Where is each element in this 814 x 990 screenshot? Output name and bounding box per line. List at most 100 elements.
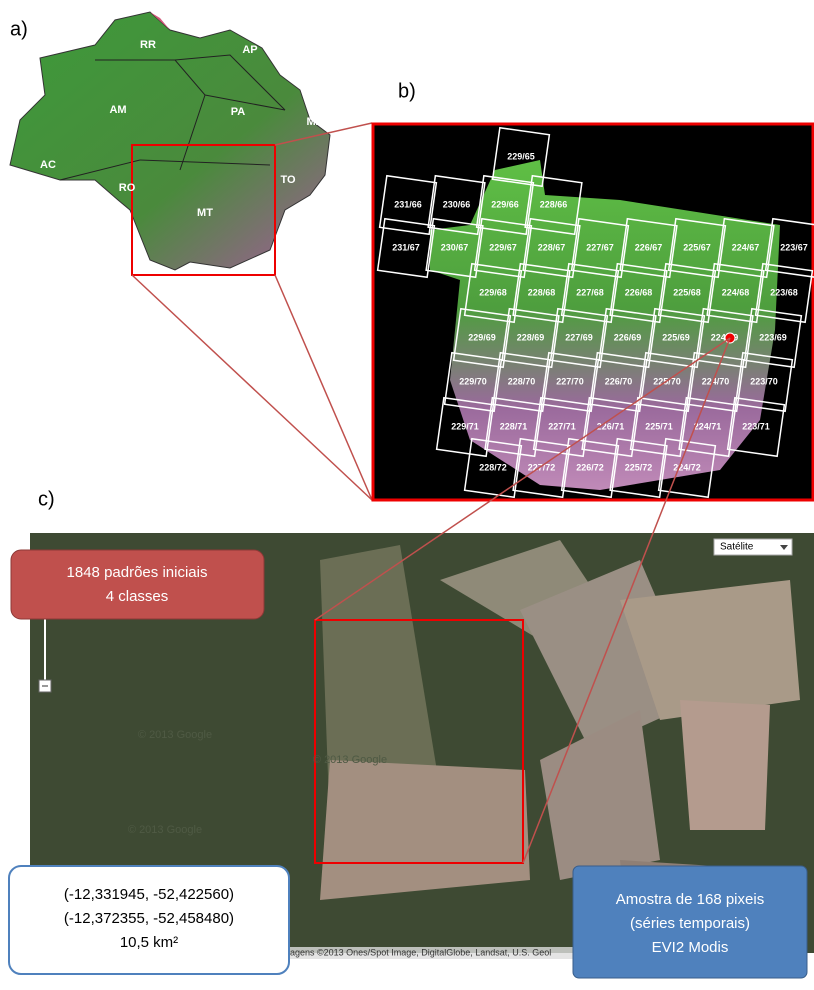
tile-outline xyxy=(512,262,571,324)
state-labels: RR AP AM PA MA AC RO TO MT xyxy=(40,39,324,219)
highlight-box xyxy=(131,144,276,276)
map-shape xyxy=(150,12,170,30)
tile-outline xyxy=(598,307,657,369)
tile-outline xyxy=(491,126,551,188)
tile-label: 224/72 xyxy=(673,462,701,472)
tile-label: 225/69 xyxy=(662,332,690,342)
tile-label: 226/67 xyxy=(635,242,663,252)
tile-label: 230/66 xyxy=(443,199,471,209)
tile-outline xyxy=(589,351,648,413)
tile-outline xyxy=(695,307,754,369)
tile-label: 227/72 xyxy=(528,462,556,472)
state-label: TO xyxy=(280,174,296,186)
panel-label: a) xyxy=(10,18,28,40)
tile-outline xyxy=(452,307,512,369)
tile-outline xyxy=(667,217,727,279)
tile-label: 228/71 xyxy=(500,421,528,431)
tile-label: 227/69 xyxy=(565,332,593,342)
callout-text: 10,5 km² xyxy=(120,934,178,951)
tile-label: 229/66 xyxy=(491,199,519,209)
tile-outline xyxy=(570,217,630,279)
tile-label: 231/67 xyxy=(392,242,420,252)
tile-outline xyxy=(549,307,609,369)
tile-outline xyxy=(443,351,503,413)
callout-patterns xyxy=(10,549,265,620)
tile-outline xyxy=(560,437,620,499)
tile-outline xyxy=(686,351,745,413)
tile-label: 226/71 xyxy=(597,421,625,431)
tile-outline xyxy=(475,174,535,236)
tile-label: 225/71 xyxy=(645,421,673,431)
map-type-label: Satélite xyxy=(720,542,754,553)
tile-label: 223/67 xyxy=(780,242,808,252)
tile-grid: 229/65 231/66 230/66 229/66 228/66 231/67 230/… xyxy=(376,126,814,499)
callout-text: (-12,331945, -52,422560) xyxy=(64,886,234,903)
tile-outline xyxy=(484,396,543,458)
state-label: MA xyxy=(306,116,323,128)
panel-label: c) xyxy=(38,488,55,510)
tile-label: 230/67 xyxy=(441,242,469,252)
tile-outline xyxy=(609,262,668,324)
tile-outline xyxy=(501,307,560,369)
tile-label: 229/71 xyxy=(451,421,479,431)
watermark: © 2013 Google xyxy=(128,824,202,836)
tile-label: 224/68 xyxy=(722,287,750,297)
state-label: AC xyxy=(40,159,56,171)
tile-label: 227/70 xyxy=(556,376,584,386)
map-type-menu[interactable] xyxy=(713,538,793,556)
tile-outline xyxy=(524,174,583,236)
tile-outline xyxy=(581,396,640,458)
tile-label: 227/67 xyxy=(586,242,614,252)
callout-text: 1848 padrões iniciais xyxy=(67,564,208,581)
tile-outline xyxy=(716,217,775,279)
connector xyxy=(131,122,373,501)
tile-outline xyxy=(619,217,678,279)
tile-label: 224/67 xyxy=(732,242,760,252)
tile-outline xyxy=(378,174,438,236)
sample-area-box xyxy=(314,619,524,864)
tile-label: 228/66 xyxy=(540,199,568,209)
state-label: RR xyxy=(140,39,156,51)
tile-label: 228/69 xyxy=(517,332,545,342)
tile-label: 229/70 xyxy=(459,376,487,386)
tile-label: 226/72 xyxy=(576,462,604,472)
tile-outline xyxy=(726,396,786,458)
tile-outline xyxy=(435,396,495,458)
tile-label: 225/72 xyxy=(625,462,653,472)
tile-outline xyxy=(492,351,551,413)
tile-outline xyxy=(743,307,803,369)
attribution-bar xyxy=(288,947,578,959)
tile-outline xyxy=(425,217,484,279)
tile-label: 225/68 xyxy=(673,287,701,297)
tile-outline xyxy=(532,396,592,458)
callout-text: (-12,372355, -52,458480) xyxy=(64,910,234,927)
tile-label: 224/71 xyxy=(694,421,722,431)
tile-label: 229/65 xyxy=(507,151,535,161)
tile-outline xyxy=(560,262,620,324)
tile-outline xyxy=(637,351,697,413)
tile-outline xyxy=(657,437,717,499)
callout-text: Amostra de 168 pixeis xyxy=(616,891,764,908)
tile-label: 227/68 xyxy=(576,287,604,297)
tile-label: 226/69 xyxy=(614,332,642,342)
state-label: RO xyxy=(119,182,136,194)
tile-label: 227/71 xyxy=(548,421,576,431)
tile-label: 231/66 xyxy=(394,199,422,209)
tile-label: 224/70 xyxy=(702,376,730,386)
callout-text: 4 classes xyxy=(106,588,169,605)
attribution: agens ©2013 Ones/Spot Image, DigitalGlob… xyxy=(290,947,551,957)
watermark: © 2013 Google xyxy=(313,754,387,766)
tile-outline xyxy=(473,217,533,279)
tile-outline xyxy=(463,262,523,324)
tile-label: 229/69 xyxy=(468,332,496,342)
tile-outline xyxy=(646,307,706,369)
callout-text: EVI2 Modis xyxy=(652,939,729,956)
tile-outline xyxy=(512,437,571,499)
tile-outline xyxy=(754,262,814,324)
tile-outline xyxy=(522,217,581,279)
tile-label: 226/70 xyxy=(605,376,633,386)
state-borders xyxy=(59,54,286,181)
state-label: PA xyxy=(231,106,246,118)
state-label: AP xyxy=(242,44,257,56)
